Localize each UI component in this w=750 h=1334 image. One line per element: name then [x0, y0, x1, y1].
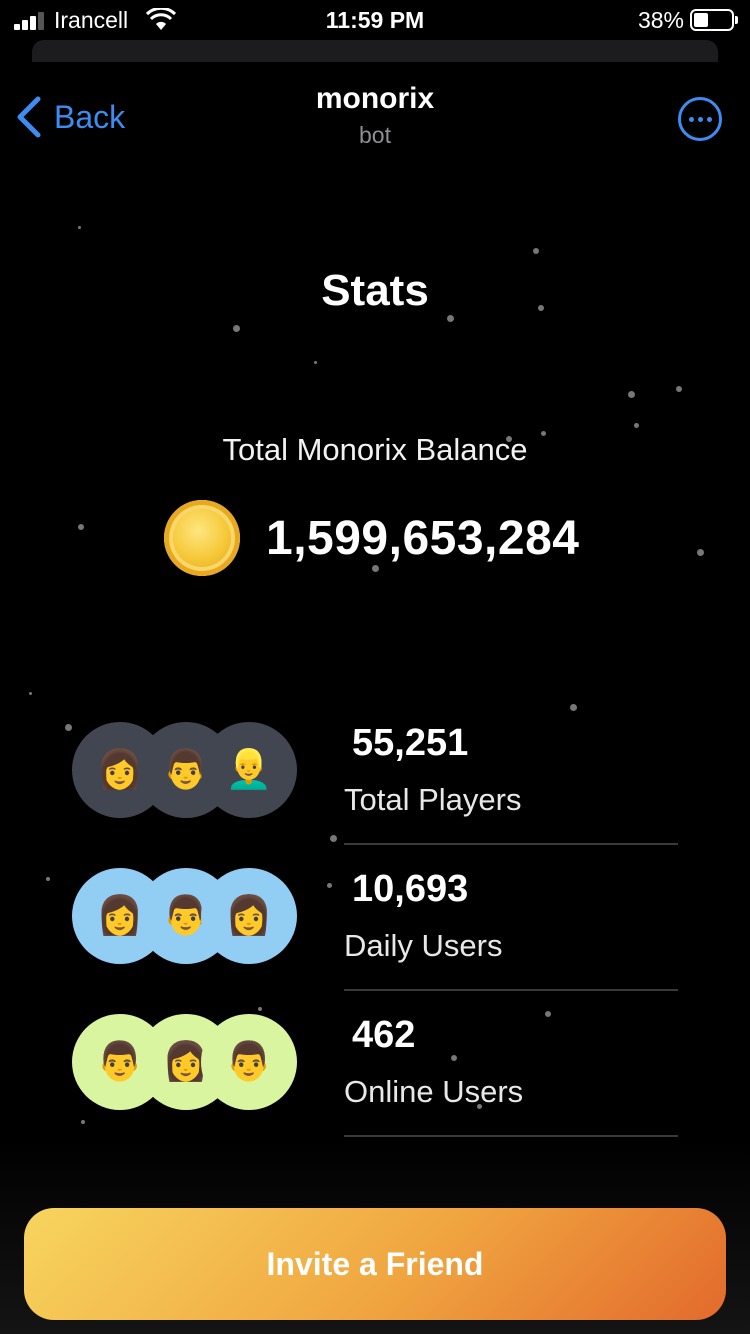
divider — [344, 1135, 678, 1137]
star — [372, 565, 379, 572]
star — [570, 704, 577, 711]
star — [447, 315, 454, 322]
avatar-group: 👩 👨 👱‍♂️ — [72, 722, 297, 818]
more-options-button[interactable] — [678, 97, 722, 141]
stat-row-daily-users: 👩 👨 👩 10,693 Daily Users — [72, 868, 678, 1014]
star — [233, 325, 240, 332]
avatar-group: 👨 👩 👨 — [72, 1014, 297, 1110]
star — [78, 524, 84, 530]
star — [330, 835, 337, 842]
battery-icon — [690, 9, 738, 31]
bot-subtitle: bot — [359, 122, 391, 148]
signal-strength-icon — [14, 12, 48, 30]
star — [477, 1104, 482, 1109]
gold-coin-icon — [164, 500, 240, 576]
ellipsis-dot — [706, 116, 712, 122]
avatar: 👨 — [201, 1014, 297, 1110]
bot-name: monorix — [315, 82, 435, 115]
status-bar: Irancell 11:59 PM 38% — [0, 0, 750, 40]
star — [327, 883, 332, 888]
star — [545, 1011, 551, 1017]
battery-percent: 38% — [637, 7, 684, 33]
star — [634, 423, 639, 428]
avatar-group: 👩 👨 👩 — [72, 868, 297, 964]
star — [29, 692, 32, 695]
balance-label: Total Monorix Balance — [222, 432, 528, 467]
star — [533, 248, 539, 254]
battery-level — [694, 13, 708, 27]
divider — [344, 843, 678, 845]
balance-value: 1,599,653,284 — [266, 511, 580, 565]
back-label: Back — [54, 98, 126, 135]
chevron-left-icon — [17, 96, 41, 138]
star — [506, 436, 512, 442]
back-button[interactable]: Back — [14, 92, 125, 142]
stat-row-online-users: 👨 👩 👨 462 Online Users — [72, 1014, 678, 1160]
ellipsis-dot — [697, 116, 703, 122]
star — [628, 391, 635, 398]
star — [697, 549, 704, 556]
stat-label: Total Players — [344, 782, 522, 817]
clock: 11:59 PM — [325, 7, 425, 33]
star — [676, 386, 682, 392]
invite-friend-button[interactable]: Invite a Friend — [24, 1208, 726, 1320]
star — [314, 361, 317, 364]
star — [451, 1055, 457, 1061]
avatar: 👩 — [201, 868, 297, 964]
star — [65, 724, 72, 731]
stat-label: Online Users — [344, 1074, 524, 1109]
carrier-name: Irancell — [54, 7, 129, 33]
star — [78, 226, 81, 229]
star — [541, 431, 546, 436]
stat-row-total-players: 👩 👨 👱‍♂️ 55,251 Total Players — [72, 722, 678, 868]
star — [46, 877, 50, 881]
sheet-edge — [32, 40, 718, 62]
page-title: Stats — [321, 266, 429, 315]
divider — [344, 989, 678, 991]
balance-row: 1,599,653,284 — [164, 500, 579, 576]
stat-value: 10,693 — [352, 868, 469, 910]
star — [538, 305, 544, 311]
avatar: 👱‍♂️ — [201, 722, 297, 818]
ellipsis-circle-icon — [688, 116, 694, 122]
nav-bar: Back monorix bot — [0, 62, 750, 172]
star — [81, 1120, 85, 1124]
wifi-icon — [146, 8, 176, 30]
star — [258, 1007, 262, 1011]
stat-value: 55,251 — [352, 722, 469, 764]
stat-value: 462 — [352, 1014, 416, 1056]
stat-label: Daily Users — [344, 928, 503, 963]
